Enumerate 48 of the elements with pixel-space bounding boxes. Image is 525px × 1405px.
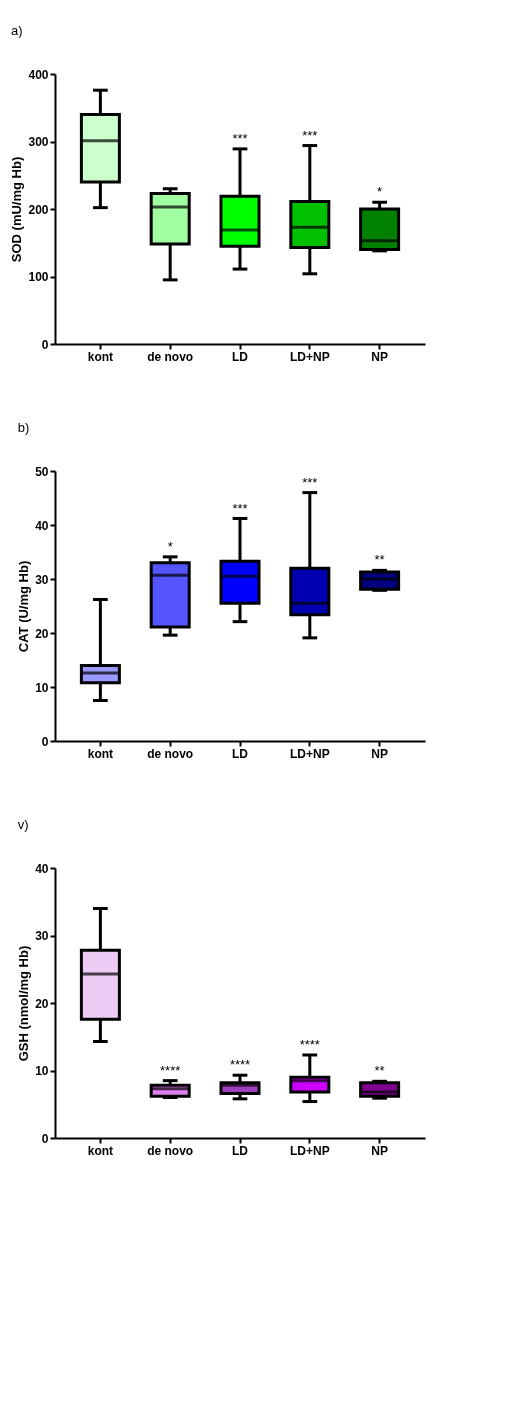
annotation: **	[374, 1063, 385, 1079]
y-tick-label: 200	[28, 202, 49, 217]
annotation: *	[377, 184, 383, 200]
x-tick-label: NP	[371, 1143, 388, 1158]
x-tick-label: kont	[87, 746, 114, 761]
y-tick-label: 20	[35, 626, 49, 641]
x-tick-label: NP	[371, 746, 388, 761]
y-tick-label: 40	[35, 861, 49, 876]
chart-title: v)	[17, 817, 29, 832]
x-tick-label: NP	[371, 349, 388, 364]
y-tick-label: 300	[28, 135, 49, 149]
y-tick-label: 100	[28, 270, 49, 284]
x-tick-label: LD	[232, 1143, 249, 1158]
y-tick-label: 0	[41, 734, 49, 749]
x-tick-label: LD	[232, 349, 249, 364]
y-tick-label: 10	[35, 1064, 49, 1078]
annotation: *	[167, 538, 173, 554]
y-tick-label: 10	[35, 680, 49, 695]
y-tick-label: 20	[35, 996, 49, 1011]
y-tick-label: 30	[35, 929, 49, 943]
x-tick-label: de novo	[147, 1143, 194, 1158]
x-tick-label: kont	[87, 1143, 114, 1158]
chart-title: a)	[10, 23, 23, 38]
x-tick-label: LD	[232, 746, 249, 761]
annotation: ***	[232, 500, 248, 516]
x-tick-label: LD+NP	[289, 349, 330, 364]
x-tick-label: LD+NP	[289, 746, 330, 761]
y-tick-label: 30	[35, 572, 49, 587]
y-axis-title: GSH (nmol/mg Hb)	[16, 945, 32, 1062]
annotation: ***	[302, 474, 318, 490]
y-tick-label: 0	[41, 337, 49, 352]
annotation: ***	[302, 127, 318, 143]
chart-title: b)	[17, 420, 30, 435]
annotation: **	[374, 552, 385, 568]
y-tick-label: 400	[28, 67, 49, 82]
y-tick-label: 0	[41, 1131, 49, 1146]
x-tick-label: LD+NP	[289, 1143, 330, 1158]
y-axis-title: SOD (mU/mg Hb)	[9, 156, 25, 263]
annotation: ****	[229, 1057, 251, 1073]
x-tick-label: kont	[87, 349, 114, 364]
y-axis-title: CAT (U/mg Hb)	[16, 560, 32, 653]
annotation: ***	[232, 130, 248, 146]
x-tick-label: de novo	[147, 746, 194, 761]
y-tick-label: 40	[35, 518, 49, 533]
y-tick-label: 50	[35, 464, 49, 479]
annotation: ****	[299, 1036, 320, 1052]
x-tick-label: de novo	[147, 349, 194, 364]
annotation: ****	[160, 1062, 181, 1078]
